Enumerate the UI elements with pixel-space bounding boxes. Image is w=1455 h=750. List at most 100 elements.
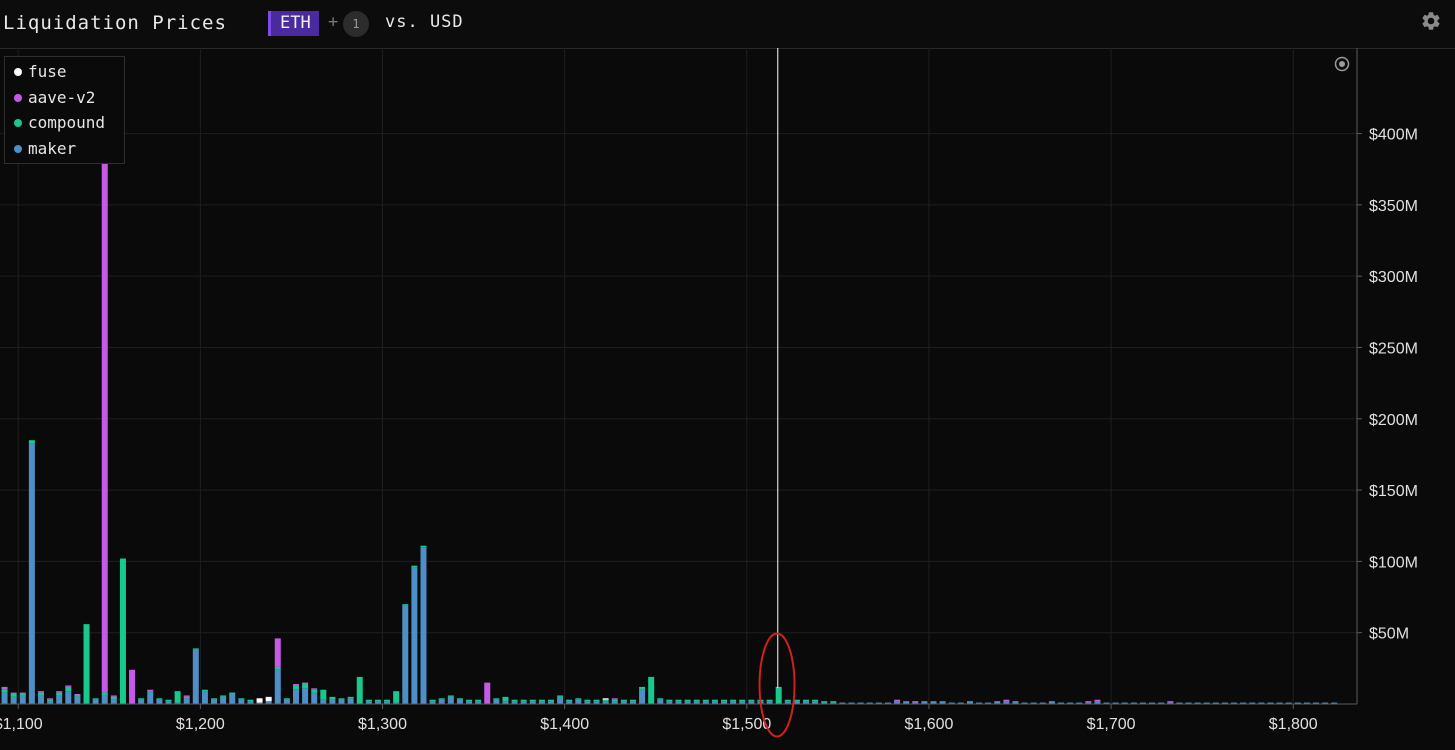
bar-maker[interactable] [493,699,500,704]
bar-maker[interactable] [1240,702,1247,704]
bar-maker[interactable] [47,701,54,704]
bar-aave-v2[interactable] [65,685,72,687]
bar-maker[interactable] [985,702,992,704]
bar-compound[interactable] [201,689,208,692]
bar-maker[interactable] [966,701,973,704]
bar-compound[interactable] [721,699,728,702]
legend-item-fuse[interactable]: fuse [5,62,124,88]
bar-compound[interactable] [119,558,126,704]
bar-compound[interactable] [620,699,627,702]
bar-compound[interactable] [338,698,345,700]
bar-compound[interactable] [229,692,236,695]
bar-compound[interactable] [247,699,254,702]
bar-aave-v2[interactable] [1085,701,1092,703]
bar-maker[interactable] [520,701,527,704]
bar-maker[interactable] [611,701,618,704]
bar-maker[interactable] [803,701,810,704]
bar-compound[interactable] [211,698,218,700]
bar-maker[interactable] [311,692,318,704]
bar-compound[interactable] [19,694,26,696]
bar-maker[interactable] [666,701,673,704]
bar-maker[interactable] [183,698,190,704]
bar-compound[interactable] [629,699,636,702]
bar-fuse[interactable] [602,698,609,700]
bar-maker[interactable] [939,701,946,704]
bar-maker[interactable] [1094,701,1101,704]
bar-maker[interactable] [903,701,910,704]
bar-maker[interactable] [274,669,281,704]
bar-maker[interactable] [1294,702,1301,704]
bar-maker[interactable] [384,701,391,704]
bar-compound[interactable] [28,440,35,444]
bar-aave-v2[interactable] [183,695,190,697]
extra-assets-count-badge[interactable]: 1 [343,11,369,37]
bar-maker[interactable] [1130,702,1137,704]
bar-aave-v2[interactable] [56,691,63,693]
bar-maker[interactable] [784,701,791,704]
reset-zoom-icon[interactable] [1334,56,1350,72]
bar-maker[interactable] [875,702,882,704]
bar-maker[interactable] [1167,702,1174,704]
bar-aave-v2[interactable] [10,692,17,695]
bar-maker[interactable] [566,701,573,704]
bar-maker[interactable] [575,699,582,704]
bar-compound[interactable] [547,699,554,702]
bar-maker[interactable] [466,701,473,704]
bar-maker[interactable] [101,695,108,704]
bar-compound[interactable] [648,676,655,704]
bar-compound[interactable] [37,692,44,696]
bar-compound[interactable] [56,692,63,696]
bar-compound[interactable] [466,699,473,702]
bar-compound[interactable] [602,699,609,702]
bar-maker[interactable] [347,698,354,704]
bar-maker[interactable] [957,702,964,704]
bar-maker[interactable] [693,701,700,704]
bar-maker[interactable] [538,701,545,704]
bar-compound[interactable] [292,685,299,690]
bar-maker[interactable] [721,701,728,704]
legend-item-compound[interactable]: compound [5,113,124,139]
bar-compound[interactable] [803,699,810,702]
legend-item-maker[interactable]: maker [5,139,124,165]
bar-maker[interactable] [229,694,236,704]
bar-maker[interactable] [1276,702,1283,704]
bar-maker[interactable] [1076,702,1083,704]
bar-maker[interactable] [429,701,436,704]
bar-compound[interactable] [165,699,172,702]
bar-compound[interactable] [274,666,281,670]
bar-aave-v2[interactable] [1167,701,1174,703]
bar-aave-v2[interactable] [912,701,919,703]
bar-compound[interactable] [520,699,527,702]
bar-maker[interactable] [1067,702,1074,704]
bar-aave-v2[interactable] [74,694,81,696]
bar-compound[interactable] [493,698,500,700]
bar-compound[interactable] [748,699,755,702]
bar-maker[interactable] [657,699,664,704]
bar-maker[interactable] [511,701,518,704]
bar-aave-v2[interactable] [19,692,26,695]
bar-maker[interactable] [994,701,1001,704]
bar-maker[interactable] [1012,701,1019,704]
bar-maker[interactable] [420,547,427,704]
bar-aave-v2[interactable] [1,686,8,690]
bar-aave-v2[interactable] [292,684,299,686]
bar-maker[interactable] [793,701,800,704]
bar-compound[interactable] [702,699,709,702]
bar-maker[interactable] [948,702,955,704]
bar-compound[interactable] [411,565,418,568]
bar-compound[interactable] [183,696,190,699]
bar-maker[interactable] [1249,702,1256,704]
bar-maker[interactable] [147,692,154,704]
bar-compound[interactable] [374,699,381,702]
gear-icon[interactable] [1420,10,1442,32]
add-asset-plus[interactable]: + [328,12,339,32]
bar-maker[interactable] [857,702,864,704]
bar-aave-v2[interactable] [110,695,117,697]
bar-compound[interactable] [110,696,117,700]
bar-compound[interactable] [220,695,227,697]
bar-compound[interactable] [429,699,436,702]
bar-compound[interactable] [384,699,391,702]
bar-compound[interactable] [47,699,54,702]
bar-maker[interactable] [74,696,81,704]
bar-maker[interactable] [329,699,336,704]
